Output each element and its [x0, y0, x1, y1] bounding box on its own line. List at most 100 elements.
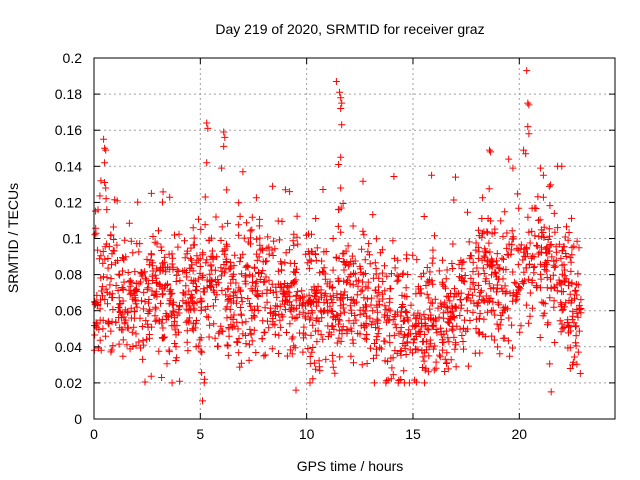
data-point: [528, 304, 536, 312]
data-point: [349, 222, 357, 230]
data-point: [523, 244, 531, 252]
data-point: [393, 349, 401, 357]
data-point: [230, 262, 238, 270]
data-point: [197, 295, 205, 303]
data-point: [539, 193, 547, 201]
data-point: [496, 265, 504, 272]
data-point: [269, 318, 277, 326]
data-point: [242, 340, 250, 348]
data-point: [242, 332, 250, 339]
data-point: [464, 325, 472, 333]
data-point: [281, 186, 289, 194]
data-point: [351, 270, 359, 278]
data-point: [101, 255, 109, 263]
data-point: [288, 350, 296, 358]
data-point: [295, 301, 303, 309]
data-point: [565, 329, 572, 337]
data-point: [144, 320, 152, 328]
data-point: [569, 361, 576, 369]
data-point: [446, 297, 454, 305]
data-point: [498, 284, 506, 292]
data-point: [418, 323, 426, 331]
data-point: [383, 312, 391, 320]
data-point: [299, 329, 307, 337]
data-point: [174, 268, 182, 275]
data-point: [425, 352, 433, 360]
data-point: [293, 212, 301, 220]
data-point: [450, 314, 458, 322]
data-point: [149, 259, 157, 267]
data-point: [565, 321, 573, 329]
data-point: [342, 247, 350, 255]
data-point: [286, 246, 293, 254]
data-point: [97, 346, 105, 354]
data-point: [128, 328, 136, 336]
data-point: [153, 293, 161, 301]
data-point: [308, 286, 316, 294]
data-point: [416, 312, 424, 320]
data-point: [427, 340, 435, 348]
data-point: [112, 282, 120, 289]
data-point: [258, 245, 266, 253]
data-point: [108, 294, 116, 302]
data-point: [326, 278, 334, 286]
data-point: [224, 285, 232, 293]
data-point: [237, 359, 245, 367]
data-point: [558, 270, 566, 278]
data-point: [183, 273, 191, 281]
data-point: [191, 277, 199, 285]
data-point: [238, 319, 246, 327]
data-point: [395, 330, 403, 338]
data-point: [530, 253, 538, 261]
data-point: [569, 312, 577, 320]
data-point: [281, 306, 289, 314]
data-point: [541, 261, 548, 269]
data-point: [105, 242, 113, 250]
data-point: [337, 310, 345, 318]
data-point: [253, 256, 261, 264]
data-point: [544, 236, 552, 243]
data-point: [243, 219, 251, 227]
data-point: [372, 324, 380, 331]
data-point: [445, 319, 453, 327]
data-point: [248, 306, 256, 314]
data-point: [145, 299, 152, 307]
data-point: [282, 249, 290, 257]
data-point: [214, 342, 222, 350]
data-point: [558, 162, 566, 170]
data-point: [192, 286, 199, 294]
data-point: [152, 305, 160, 313]
data-point: [526, 261, 533, 269]
data-point: [486, 248, 494, 256]
data-point: [561, 278, 569, 286]
data-point: [443, 360, 450, 367]
data-point: [130, 308, 138, 316]
data-point: [520, 248, 528, 256]
data-point: [259, 246, 267, 254]
data-point: [514, 286, 522, 294]
data-point: [366, 260, 374, 268]
data-point: [480, 315, 488, 323]
data-point: [305, 230, 312, 238]
data-point: [309, 298, 317, 306]
data-point: [399, 303, 407, 311]
data-point: [190, 234, 198, 242]
data-point: [224, 219, 232, 227]
data-point: [479, 331, 487, 339]
data-point: [299, 300, 307, 308]
data-point: [233, 338, 241, 346]
data-point: [272, 302, 280, 310]
data-point: [566, 254, 574, 262]
data-point: [547, 284, 555, 292]
data-point: [412, 321, 420, 329]
data-point: [393, 271, 401, 279]
data-point: [502, 265, 510, 273]
data-point: [133, 286, 140, 294]
data-point: [235, 335, 243, 342]
data-point: [153, 240, 161, 248]
data-point: [553, 287, 561, 295]
data-point: [495, 301, 503, 309]
data-point: [370, 354, 377, 362]
data-point: [481, 277, 489, 285]
